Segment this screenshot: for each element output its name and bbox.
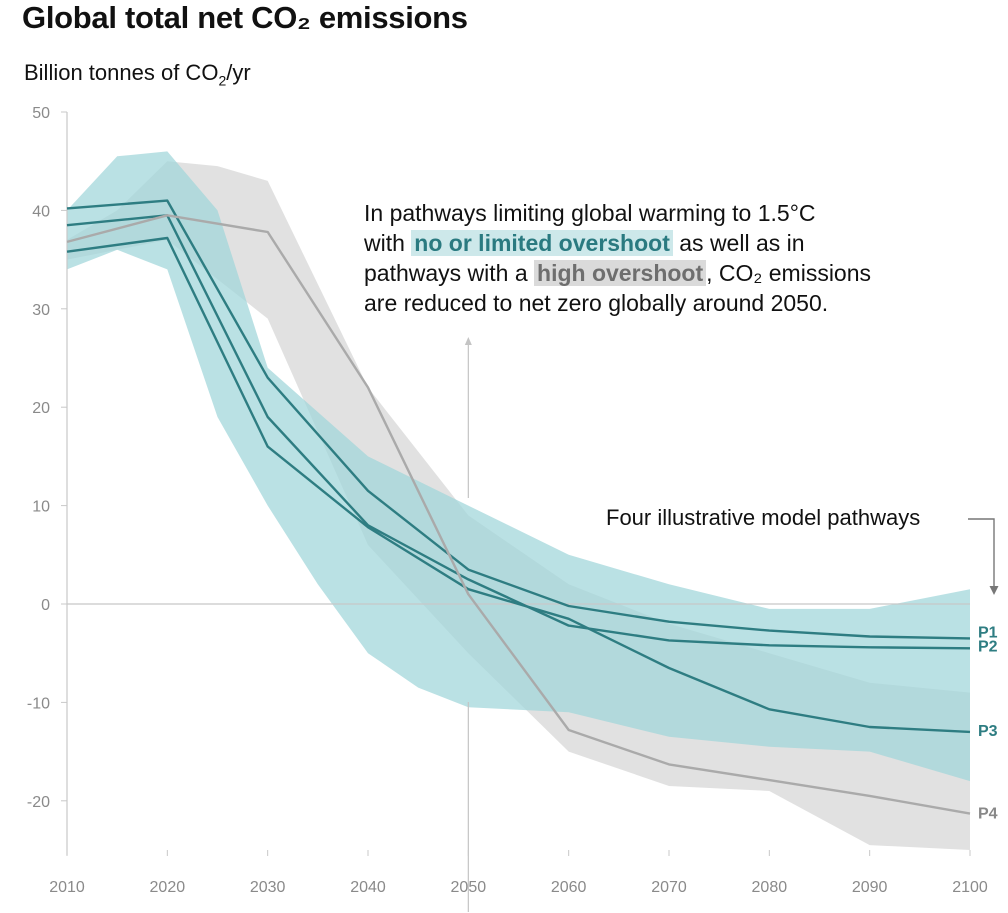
chart-title: Global total net CO₂ emissions (22, 0, 468, 35)
pathway-label-p3: P3 (978, 723, 998, 740)
y-tick-label: -20 (27, 794, 50, 811)
pathway-bands (67, 151, 970, 850)
annotation-pre-teal: with (364, 230, 412, 256)
pathway-lines (66, 199, 971, 815)
y-tick-label: 10 (32, 499, 50, 516)
pathway-label-p4: P4 (978, 806, 998, 823)
series-line-p3 (66, 236, 971, 734)
unit-suffix: /yr (226, 60, 251, 85)
annotation-post-teal: as well as in (672, 230, 805, 256)
y-tick-label: 40 (32, 203, 50, 220)
x-tick-label: 2080 (752, 879, 788, 896)
y-tick-label: 20 (32, 400, 50, 417)
y-tick-label: -10 (27, 695, 50, 712)
x-tick-label: 2030 (250, 879, 286, 896)
series-line-p1 (66, 199, 971, 640)
pathways-label: Four illustrative model pathways (606, 505, 921, 530)
unit-prefix: Billion tonnes of CO (24, 60, 219, 85)
pathway-label-p2: P2 (978, 638, 998, 655)
unit-subscript: 2 (218, 72, 227, 89)
pathways-callout-arrow (968, 518, 999, 595)
x-tick-label: 2040 (350, 879, 386, 896)
x-tick-label: 2100 (952, 879, 988, 896)
series-line-p4 (66, 214, 971, 815)
annotation-line-1: In pathways limiting global warming to 1… (364, 200, 816, 226)
x-tick-label: 2090 (852, 879, 888, 896)
no-or-limited-overshoot-band (67, 151, 970, 782)
annotation-pre-grey: pathways with a (364, 260, 535, 286)
pathway-label-p1: P1 (978, 624, 998, 641)
year-2050-arrow (464, 337, 472, 912)
y-tick-label: 50 (32, 105, 50, 122)
y-tick-label: 30 (32, 302, 50, 319)
x-tick-label: 2020 (150, 879, 186, 896)
high-overshoot-highlight: high overshoot (534, 260, 707, 286)
x-tick-label: 2010 (49, 879, 85, 896)
y-axis-unit-label: Billion tonnes of CO2/yr (24, 60, 251, 88)
callout-arrowhead (989, 586, 999, 595)
y-axis-ticks: 50 40 30 20 10 0 -10 -20 (27, 105, 67, 811)
no-or-limited-overshoot-highlight: no or limited overshoot (411, 230, 673, 256)
callout-line (968, 518, 995, 588)
annotation-post-grey: , CO₂ emissions (706, 260, 872, 286)
annotation-line-3: pathways with a high overshoot, CO₂ emis… (364, 258, 904, 288)
x-axis-ticks: 2010 2020 2030 2040 2050 2060 2070 2080 2090 2100 (49, 850, 988, 896)
arrow-head (464, 337, 472, 345)
y-tick-label: 0 (41, 597, 50, 614)
series-line-p2 (66, 214, 971, 650)
annotation-line-2: with no or limited overshoot as well as … (364, 228, 904, 258)
x-tick-label: 2050 (451, 879, 487, 896)
annotation-text: In pathways limiting global warming to 1… (364, 198, 904, 318)
x-tick-label: 2070 (651, 879, 687, 896)
x-tick-label: 2060 (551, 879, 587, 896)
annotation-line-4: are reduced to net zero globally around … (364, 290, 829, 316)
